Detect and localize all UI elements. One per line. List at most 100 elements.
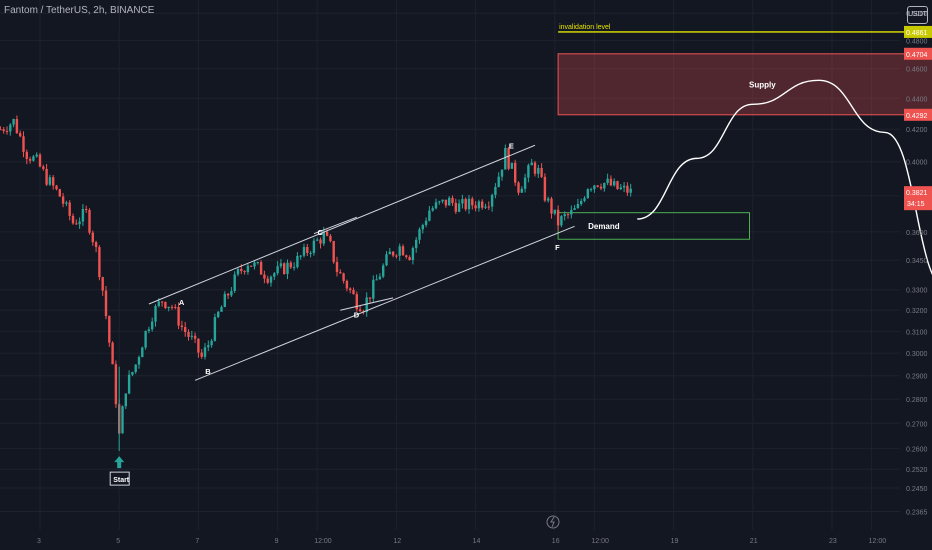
candle-body (187, 331, 190, 337)
candle-body (335, 261, 339, 273)
x-tick-label: 21 (750, 538, 758, 545)
candle-body (316, 239, 319, 241)
candle-body (42, 166, 45, 169)
flash-bolt-icon (550, 516, 555, 528)
candle-body (98, 247, 101, 278)
candle-body (12, 119, 15, 125)
candle-body (193, 335, 197, 339)
start-label: Start (113, 477, 130, 484)
candle-body (197, 338, 200, 353)
candle-body (134, 364, 137, 372)
candle-body (279, 263, 283, 267)
candle-body (15, 119, 19, 134)
candle-body (0, 129, 2, 131)
x-tick-label: 23 (829, 538, 837, 545)
projection-curve (637, 79, 932, 275)
candle-body (200, 352, 203, 357)
candle-body (385, 254, 388, 266)
candle-body (391, 251, 395, 256)
candle-body (556, 209, 560, 226)
channel-line-lower-inner (340, 297, 394, 311)
y-tick-label: 0.4600 (906, 67, 928, 74)
candle-body (233, 274, 236, 291)
grid (0, 0, 900, 530)
candle-body (563, 214, 566, 217)
candle-body (213, 317, 217, 341)
candle-body (160, 301, 164, 303)
candle-body (151, 321, 154, 330)
candle-body (180, 325, 184, 328)
candle-body (398, 246, 401, 256)
candle-body (283, 263, 286, 274)
candle-body (471, 198, 474, 206)
candle-body (253, 262, 256, 267)
candle-body (537, 167, 540, 174)
candle-body (217, 311, 220, 318)
candle-body (461, 199, 464, 204)
invalidation-price-tag: 0.4861 (906, 30, 928, 37)
candle-body (75, 223, 78, 225)
supply-top-price-tag-bg (904, 47, 932, 60)
candle-body (68, 202, 71, 216)
candle-body (517, 182, 520, 193)
candle-body (573, 208, 576, 210)
up-arrow-icon (114, 456, 125, 469)
invalidation-label: invalidation level (559, 24, 611, 31)
candle-body (576, 204, 580, 209)
candle-body (28, 159, 32, 161)
candle-body (167, 306, 170, 309)
y-tick-label: 0.3200 (906, 308, 928, 315)
y-tick-label: 0.2365 (906, 509, 928, 516)
candle-body (550, 198, 553, 214)
candle-body (240, 268, 243, 272)
candle-body (223, 293, 226, 308)
candle-body (250, 265, 253, 267)
candle-body (325, 231, 329, 236)
y-tick-label: 0.3000 (906, 351, 928, 358)
candle-body (58, 189, 61, 197)
supply-bottom-price-tag: 0.4292 (906, 113, 928, 120)
countdown-tag: 34:15 (907, 201, 925, 208)
demand-zone (557, 212, 750, 240)
candle-body (246, 265, 250, 273)
candle-body (263, 274, 266, 279)
candle-body (296, 255, 299, 268)
candle-body (177, 307, 180, 326)
candle-body (603, 182, 606, 189)
y-tick-label: 0.5000 (906, 11, 928, 18)
candle-body (368, 297, 372, 299)
candle-body (55, 185, 58, 190)
candle-body (88, 209, 91, 233)
candle-body (431, 208, 434, 211)
candle-body (570, 209, 573, 215)
y-tick-label: 0.2600 (906, 446, 928, 453)
candle-body (451, 197, 454, 203)
candle-body (428, 210, 431, 221)
candle-body (349, 288, 352, 291)
candle-body (289, 262, 292, 268)
candle-body (444, 199, 448, 206)
y-tick-label: 0.3100 (906, 329, 928, 336)
chart-title: Fantom / TetherUS, 2h, BINANCE (4, 5, 155, 16)
candle-body (243, 271, 246, 273)
candles (0, 115, 632, 451)
candle-body (299, 255, 302, 257)
y-tick-label: 0.4400 (906, 96, 928, 103)
candle-body (504, 148, 507, 170)
candle-body (104, 290, 108, 317)
candle-body (358, 309, 362, 312)
candle-body (210, 340, 213, 346)
candle-body (131, 371, 134, 375)
candle-body (256, 262, 259, 264)
candle-body (230, 290, 233, 296)
candle-body (490, 194, 494, 207)
currency-button[interactable]: USDT (907, 6, 928, 24)
candle-body (467, 198, 471, 210)
candle-body (401, 246, 405, 256)
candle-body (345, 280, 349, 289)
candle-body (236, 268, 240, 275)
candle-body (339, 272, 342, 274)
candle-body (474, 205, 477, 209)
